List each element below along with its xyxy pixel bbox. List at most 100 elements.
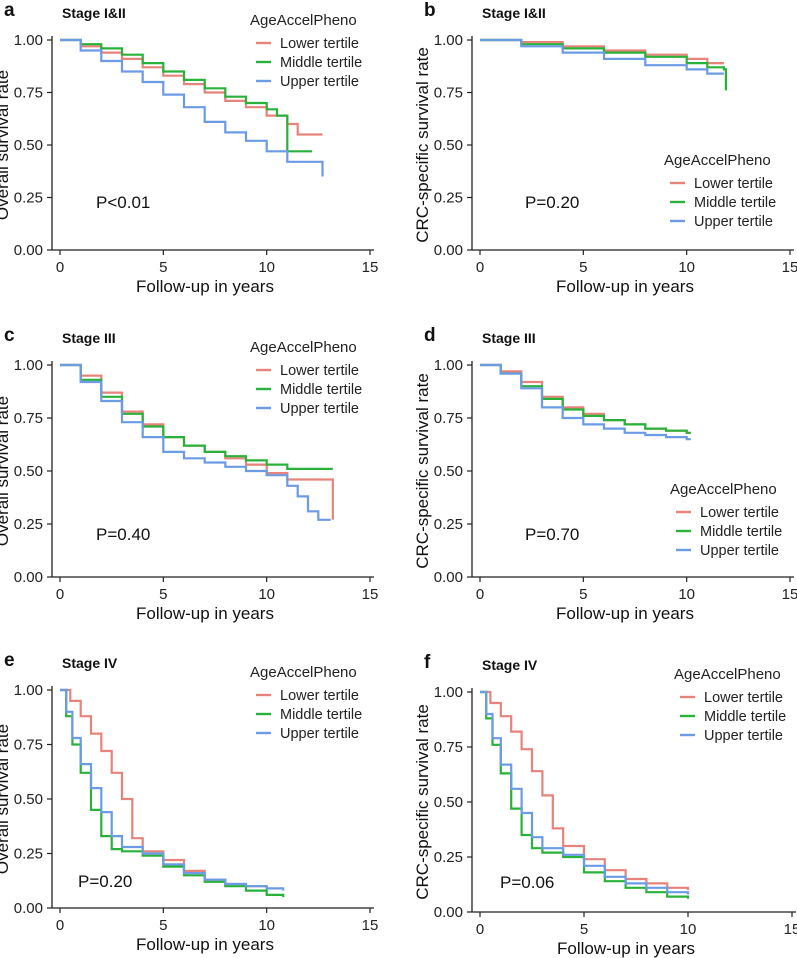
panel-letter: f bbox=[424, 652, 431, 673]
legend: AgeAccelPheno Lower tertile Middle tertile… bbox=[250, 339, 362, 417]
p-value: P<0.01 bbox=[96, 193, 150, 212]
y-tick-label: 0.50 bbox=[14, 137, 43, 154]
x-tick-label: 5 bbox=[579, 586, 587, 603]
legend-title: AgeAccelPheno bbox=[664, 152, 771, 169]
legend: AgeAccelPheno Lower tertile Middle tertile… bbox=[250, 664, 362, 742]
y-tick-label: 0.50 bbox=[434, 794, 463, 811]
panel-letter: b bbox=[424, 0, 436, 21]
series-line-middle-tertile bbox=[480, 690, 690, 899]
legend-title: AgeAccelPheno bbox=[250, 664, 357, 681]
legend-entry: Lower tertile bbox=[704, 690, 783, 706]
x-tick-label: 15 bbox=[362, 586, 379, 603]
legend: AgeAccelPheno Lower tertile Middle tertile… bbox=[664, 152, 776, 230]
legend-title: AgeAccelPheno bbox=[250, 339, 357, 356]
panel-d: d Stage III 0.00 0.25 0.50 0.75 1.00 0 5 10 15 Foll… bbox=[413, 325, 797, 623]
legend: AgeAccelPheno Lower tertile Middle tertile… bbox=[250, 12, 362, 90]
legend-entry: Lower tertile bbox=[280, 36, 359, 52]
y-tick-label: 0.75 bbox=[14, 85, 43, 102]
y-tick-label: 0.75 bbox=[14, 737, 43, 754]
x-tick-label: 15 bbox=[784, 921, 797, 938]
panel-subtitle: Stage I&II bbox=[482, 5, 546, 21]
y-tick-label: 0.25 bbox=[434, 849, 463, 866]
p-value: P=0.70 bbox=[525, 525, 579, 544]
x-tick-label: 10 bbox=[678, 259, 695, 276]
x-tick-label: 0 bbox=[56, 586, 64, 603]
y-axis-label: Overall survival rate bbox=[0, 724, 12, 874]
x-tick-label: 0 bbox=[56, 917, 64, 934]
x-tick-label: 0 bbox=[476, 586, 484, 603]
legend-entry: Middle tertile bbox=[704, 709, 786, 725]
y-axis-label: CRC-specific survival rate bbox=[413, 373, 432, 569]
x-axis-label: Follow-up in years bbox=[557, 939, 695, 958]
series-line-lower-tertile bbox=[480, 690, 690, 890]
y-tick-label: 0.00 bbox=[434, 904, 463, 921]
y-tick-label: 0.00 bbox=[14, 242, 43, 259]
panel-letter: d bbox=[424, 325, 436, 346]
y-tick-label: 0.00 bbox=[14, 900, 43, 917]
y-tick-label: 0.75 bbox=[14, 410, 43, 427]
x-axis-label: Follow-up in years bbox=[556, 604, 694, 623]
x-axis-label: Follow-up in years bbox=[556, 277, 694, 296]
legend-entry: Upper tertile bbox=[280, 726, 359, 742]
y-tick-label: 0.00 bbox=[434, 242, 463, 259]
x-axis-label: Follow-up in years bbox=[136, 277, 274, 296]
legend-entry: Upper tertile bbox=[694, 214, 773, 230]
x-tick-label: 10 bbox=[258, 917, 275, 934]
series-line-lower-tertile bbox=[480, 363, 691, 434]
series-line-upper-tertile bbox=[480, 363, 691, 441]
x-tick-label: 15 bbox=[362, 259, 379, 276]
legend-entry: Upper tertile bbox=[700, 543, 779, 559]
legend-entry: Middle tertile bbox=[280, 382, 362, 398]
y-axis-label: CRC-specific survival rate bbox=[413, 47, 432, 243]
legend-entry: Upper tertile bbox=[280, 401, 359, 417]
legend-entry: Middle tertile bbox=[280, 55, 362, 71]
legend-entry: Lower tertile bbox=[280, 688, 359, 704]
series-line-upper-tertile bbox=[60, 363, 331, 521]
y-tick-label: 0.75 bbox=[434, 410, 463, 427]
panel-f: f Stage IV 0.00 0.25 0.50 0.75 1.00 0 5 10 15 Follo… bbox=[413, 652, 797, 958]
y-tick-label: 0.00 bbox=[434, 569, 463, 586]
legend-entry: Middle tertile bbox=[280, 707, 362, 723]
x-tick-label: 15 bbox=[782, 586, 797, 603]
y-tick-label: 1.00 bbox=[14, 32, 43, 49]
series-line-middle-tertile bbox=[60, 38, 313, 153]
x-tick-label: 10 bbox=[678, 586, 695, 603]
x-tick-label: 0 bbox=[476, 921, 484, 938]
series-line-upper-tertile bbox=[480, 38, 724, 75]
x-tick-label: 10 bbox=[680, 921, 697, 938]
y-tick-label: 0.50 bbox=[14, 463, 43, 480]
legend-entry: Upper tertile bbox=[280, 74, 359, 90]
legend-title: AgeAccelPheno bbox=[670, 481, 777, 498]
x-tick-label: 5 bbox=[159, 259, 167, 276]
panel-letter: e bbox=[4, 650, 15, 671]
legend-entry: Lower tertile bbox=[280, 363, 359, 379]
y-tick-label: 0.75 bbox=[434, 739, 463, 756]
y-tick-label: 0.25 bbox=[14, 846, 43, 863]
series-line-upper-tertile bbox=[480, 690, 690, 895]
y-axis-label: Overall survival rate bbox=[0, 396, 12, 546]
legend-entry: Lower tertile bbox=[694, 176, 773, 192]
x-tick-label: 15 bbox=[362, 917, 379, 934]
panel-letter: a bbox=[4, 0, 15, 21]
x-tick-label: 10 bbox=[258, 586, 275, 603]
legend: AgeAccelPheno Lower tertile Middle tertile… bbox=[674, 666, 786, 744]
y-tick-label: 0.50 bbox=[14, 791, 43, 808]
y-tick-label: 0.00 bbox=[14, 569, 43, 586]
legend-title: AgeAccelPheno bbox=[250, 12, 357, 29]
x-axis-label: Follow-up in years bbox=[136, 604, 274, 623]
x-tick-label: 5 bbox=[580, 921, 588, 938]
y-tick-label: 0.75 bbox=[434, 85, 463, 102]
y-tick-label: 0.25 bbox=[14, 516, 43, 533]
x-tick-label: 5 bbox=[159, 586, 167, 603]
series-line-upper-tertile bbox=[60, 688, 285, 891]
panel-letter: c bbox=[4, 325, 15, 346]
series-line-lower-tertile bbox=[480, 38, 724, 65]
y-tick-label: 0.50 bbox=[434, 137, 463, 154]
p-value: P=0.20 bbox=[78, 872, 132, 891]
x-tick-label: 0 bbox=[476, 259, 484, 276]
panel-subtitle: Stage III bbox=[62, 330, 116, 346]
x-tick-label: 15 bbox=[782, 259, 797, 276]
y-tick-label: 0.50 bbox=[434, 463, 463, 480]
y-axis-label: CRC-specific survival rate bbox=[413, 704, 432, 900]
panel-a: a Stage I&II 0.00 0.25 0.50 0.75 1.00 0 5 10 15 Fol… bbox=[0, 0, 378, 296]
